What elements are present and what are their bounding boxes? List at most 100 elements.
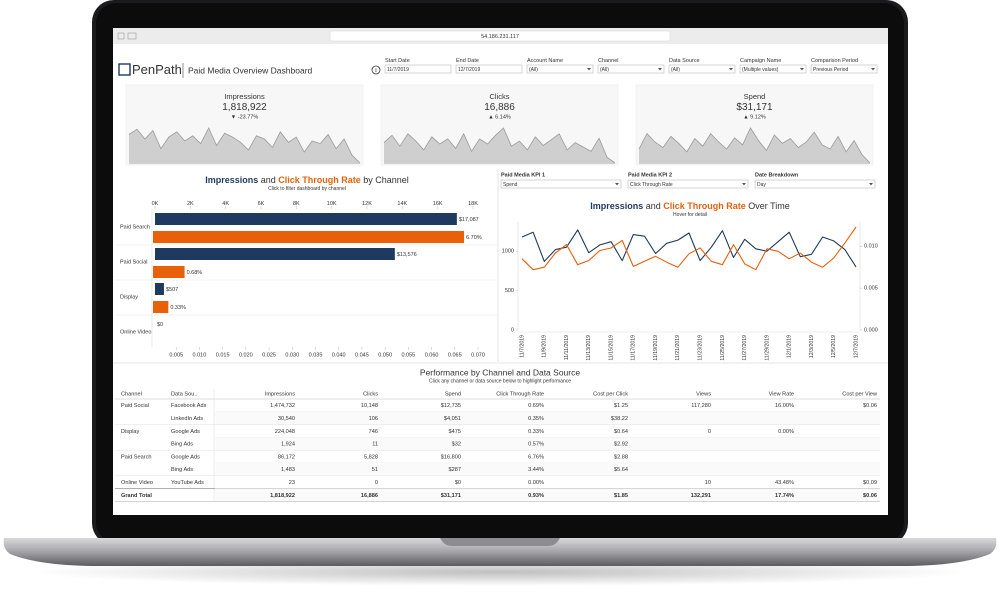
x-tick-label: 11/15/2019 bbox=[608, 335, 614, 361]
table-cell: 0 bbox=[708, 429, 711, 435]
table-cell: 6.76% bbox=[528, 454, 544, 460]
control-value: Spend bbox=[503, 182, 518, 188]
value-label: 0.33% bbox=[170, 305, 186, 311]
filter-value: (Multiple values) bbox=[742, 67, 779, 73]
table-cell[interactable]: Bing Ads bbox=[171, 442, 193, 448]
table-cell: $0.64 bbox=[614, 429, 628, 435]
x-tick-label: 11/19/2019 bbox=[653, 335, 659, 361]
bar[interactable] bbox=[153, 231, 465, 243]
sparkline-area bbox=[639, 128, 870, 164]
x2-tick-label: 0.070 bbox=[471, 352, 485, 358]
x2-tick-label: 0.035 bbox=[309, 352, 323, 358]
control-value: Day bbox=[757, 182, 766, 188]
table-cell: 0.57% bbox=[528, 442, 544, 448]
control-dropdown[interactable] bbox=[754, 179, 876, 189]
sparkline bbox=[638, 127, 871, 164]
filter-label: Campaign Name bbox=[740, 58, 781, 64]
sidebar-icon[interactable] bbox=[127, 32, 137, 40]
filter-input[interactable] bbox=[526, 64, 594, 74]
table-cell: $2.92 bbox=[614, 442, 628, 448]
column-header[interactable]: Data Sou.. bbox=[171, 391, 198, 397]
table-cell: $475 bbox=[449, 429, 461, 435]
kpi-change: ▼ -23.77% bbox=[231, 114, 259, 120]
column-header[interactable]: View Rate bbox=[769, 391, 794, 397]
line-series[interactable] bbox=[521, 226, 857, 271]
row-header[interactable]: Paid Social bbox=[121, 403, 149, 409]
y2-tick-label: 0.005 bbox=[864, 286, 878, 292]
row-header[interactable]: Display bbox=[121, 429, 140, 435]
line-series[interactable] bbox=[521, 229, 857, 268]
column-header[interactable]: Impressions bbox=[265, 391, 295, 397]
filter-label: End Date bbox=[456, 58, 479, 64]
row-header[interactable]: Paid Search bbox=[121, 454, 151, 460]
bar[interactable] bbox=[155, 248, 395, 260]
column-header[interactable]: Cost per Click bbox=[593, 391, 628, 397]
sparkline-area bbox=[129, 128, 360, 164]
x-tick-label: 4K bbox=[222, 201, 229, 207]
table-cell[interactable]: Bing Ads bbox=[171, 467, 193, 473]
table-cell: 3.44% bbox=[528, 467, 544, 473]
x-tick-label: 16K bbox=[433, 201, 443, 207]
tab-icon[interactable] bbox=[117, 32, 125, 40]
x2-tick-label: 0.010 bbox=[193, 352, 207, 358]
chart-title: Impressions and Click Through Rate by Chann… bbox=[205, 175, 409, 185]
x-tick-label: 11/21/2019 bbox=[675, 335, 681, 361]
table-cell[interactable]: YouTube Ads bbox=[171, 480, 204, 486]
column-header[interactable]: Click Through Rate bbox=[496, 391, 544, 397]
table-cell[interactable]: Google Ads bbox=[171, 454, 200, 460]
filter-input[interactable] bbox=[810, 64, 878, 74]
table-cell[interactable]: Facebook Ads bbox=[171, 403, 207, 409]
kpi-change: ▲ 9.12% bbox=[743, 114, 766, 120]
info-icon[interactable] bbox=[371, 65, 381, 75]
table-cell: $2.88 bbox=[614, 454, 628, 460]
x-tick-label: 10K bbox=[327, 201, 337, 207]
bar[interactable] bbox=[155, 283, 164, 295]
table-cell: 0.35% bbox=[528, 416, 544, 422]
bar[interactable] bbox=[153, 301, 169, 313]
filter-input[interactable] bbox=[455, 64, 523, 74]
url: 54.186.231.117 bbox=[481, 34, 519, 40]
filter-input[interactable] bbox=[384, 64, 452, 74]
bar[interactable] bbox=[155, 213, 457, 225]
column-header[interactable]: Spend bbox=[445, 391, 461, 397]
table-cell: 1,818,922 bbox=[270, 493, 295, 499]
table-cell: $0 bbox=[455, 480, 461, 486]
y-tick-label: 0 bbox=[511, 327, 514, 333]
table-cell: $12,735 bbox=[441, 403, 461, 409]
x2-tick-label: 0.055 bbox=[401, 352, 415, 358]
table-cell[interactable]: Google Ads bbox=[171, 429, 200, 435]
address-bar[interactable] bbox=[329, 30, 671, 42]
x-tick-label: 11/11/2019 bbox=[564, 335, 570, 360]
filter-label: Channel bbox=[598, 58, 619, 64]
column-header[interactable]: Clicks bbox=[363, 391, 378, 397]
table-cell[interactable]: LinkedIn Ads bbox=[171, 416, 203, 422]
control-dropdown[interactable] bbox=[500, 179, 622, 189]
control-value: Click Through Rate bbox=[630, 182, 673, 188]
filter-input[interactable] bbox=[597, 64, 665, 74]
table-cell: $32 bbox=[452, 442, 461, 448]
table-cell: 43.48% bbox=[775, 480, 794, 486]
filter-value: (All) bbox=[671, 67, 680, 73]
sparkline-area bbox=[384, 128, 615, 164]
kpi-title: Clicks bbox=[490, 92, 510, 101]
row-header[interactable]: Online Video bbox=[121, 480, 153, 486]
column-header[interactable]: Channel bbox=[121, 391, 142, 397]
control-label: Date Breakdown bbox=[755, 172, 799, 178]
dropdown-arrow bbox=[869, 183, 873, 186]
column-header[interactable]: Views bbox=[696, 391, 711, 397]
x-tick-label: 12/5/2019 bbox=[831, 335, 837, 358]
bar[interactable] bbox=[153, 266, 185, 278]
control-dropdown[interactable] bbox=[627, 179, 749, 189]
table-cell: 10,148 bbox=[361, 403, 378, 409]
table-cell: 132,291 bbox=[691, 493, 711, 499]
x-tick-label: 11/13/2019 bbox=[586, 335, 592, 361]
filter-input[interactable] bbox=[739, 64, 807, 74]
x-tick-label: 2K bbox=[187, 201, 194, 207]
filter-input[interactable] bbox=[668, 64, 736, 74]
row-header[interactable]: Grand Total bbox=[121, 493, 152, 499]
column-header[interactable]: Cost per View bbox=[842, 391, 878, 397]
x2-tick-label: 0.065 bbox=[448, 352, 462, 358]
control-label: Paid Media KPI 1 bbox=[501, 172, 545, 178]
